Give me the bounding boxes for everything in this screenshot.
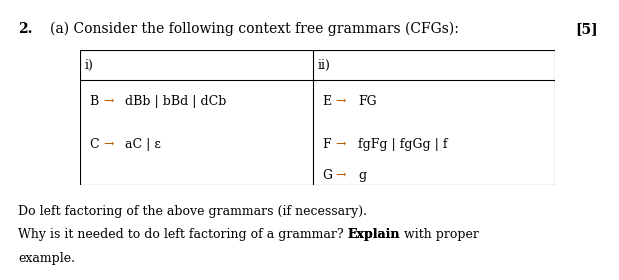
Text: B: B — [90, 95, 99, 108]
Text: →: → — [335, 138, 346, 151]
Text: Explain: Explain — [348, 228, 400, 241]
Text: →: → — [103, 95, 113, 108]
Text: dBb | bBd | dCb: dBb | bBd | dCb — [125, 95, 227, 108]
Text: G: G — [322, 169, 332, 182]
Text: →: → — [335, 169, 346, 182]
Text: fgFg | fgGg | f: fgFg | fgGg | f — [358, 138, 448, 151]
Text: →: → — [103, 138, 113, 151]
Text: F: F — [322, 138, 331, 151]
Text: [5]: [5] — [576, 22, 598, 36]
Text: E: E — [322, 95, 331, 108]
Text: Why is it needed to do left factoring of a grammar?: Why is it needed to do left factoring of… — [18, 228, 348, 241]
Text: i): i) — [85, 59, 93, 73]
Text: →: → — [335, 95, 346, 108]
Text: C: C — [90, 138, 99, 151]
Text: Explain: Explain — [348, 228, 400, 241]
Text: ii): ii) — [318, 59, 331, 73]
Text: with proper: with proper — [400, 228, 479, 241]
Text: example.: example. — [18, 252, 75, 265]
Text: g: g — [358, 169, 366, 182]
Text: 2.: 2. — [18, 22, 33, 36]
Text: aC | ε: aC | ε — [125, 138, 161, 151]
Text: (a) Consider the following context free grammars (CFGs):: (a) Consider the following context free … — [50, 22, 459, 36]
Text: Do left factoring of the above grammars (if necessary).: Do left factoring of the above grammars … — [18, 205, 367, 218]
Text: FG: FG — [358, 95, 376, 108]
